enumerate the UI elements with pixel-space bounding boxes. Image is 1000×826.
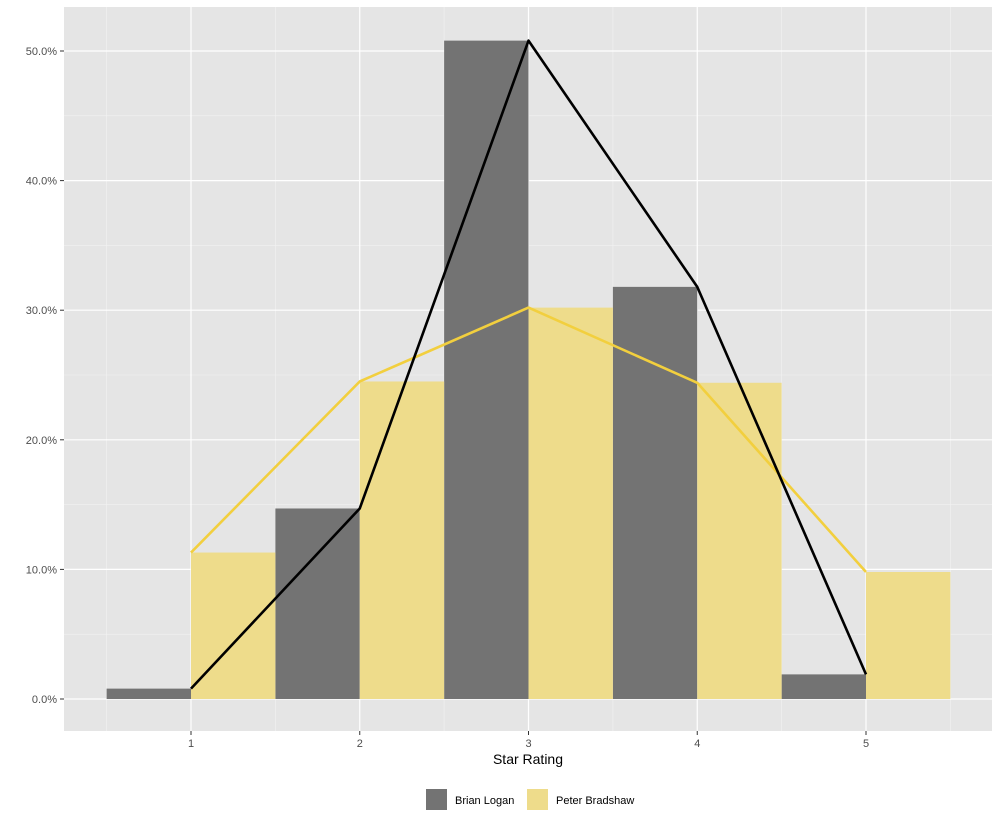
bar-peter-bradshaw-3 (528, 307, 613, 699)
y-tick-label: 0.0% (32, 694, 57, 706)
bar-peter-bradshaw-2 (359, 381, 445, 699)
legend-label-peter-bradshaw: Peter Bradshaw (556, 795, 634, 807)
bar-brian-logan-1 (106, 688, 191, 699)
y-tick-label: 30.0% (26, 305, 57, 317)
line-brian-logan (190, 39, 868, 690)
y-tick-label: 50.0% (26, 46, 57, 58)
y-tick-label: 10.0% (26, 564, 57, 576)
x-axis-title: Star Rating (493, 751, 563, 767)
bar-brian-logan-4 (612, 286, 698, 699)
bar-peter-bradshaw-1 (191, 552, 276, 699)
y-axis: 0.0% 10.0% 20.0% 30.0% 40.0% 50.0% (26, 46, 64, 706)
series-lines (190, 39, 868, 690)
legend: Brian Logan Peter Bradshaw (426, 789, 634, 810)
bar-brian-logan-5 (781, 674, 866, 699)
x-tick-label: 3 (525, 738, 531, 750)
bar-peter-bradshaw-4 (697, 382, 782, 699)
bar-brian-logan-3 (444, 40, 529, 699)
bars (106, 40, 951, 699)
x-axis: 1 2 3 4 5 (188, 731, 869, 750)
legend-key-peter-bradshaw (527, 789, 548, 810)
y-tick-label: 40.0% (26, 176, 57, 188)
x-tick-label: 1 (188, 738, 194, 750)
bar-brian-logan-2 (275, 508, 360, 699)
line-peter-bradshaw (190, 306, 867, 573)
legend-key-brian-logan (426, 789, 447, 810)
y-tick-label: 20.0% (26, 435, 57, 447)
bar-peter-bradshaw-5 (866, 571, 951, 699)
x-tick-label: 4 (694, 738, 700, 750)
x-tick-label: 2 (357, 738, 363, 750)
legend-label-brian-logan: Brian Logan (455, 795, 514, 807)
x-tick-label: 5 (863, 738, 869, 750)
